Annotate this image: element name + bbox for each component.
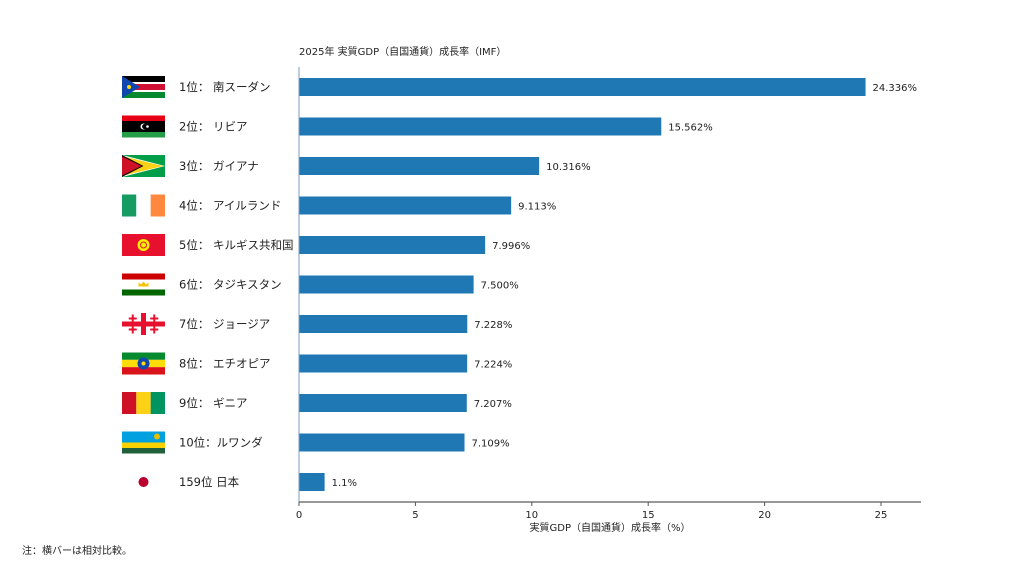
x-tick-label: 20 <box>758 510 771 521</box>
category-label: 10位：ルワンダ <box>179 436 263 450</box>
georgia-flag <box>122 313 165 335</box>
value-label: 1.1% <box>332 478 357 489</box>
category-label: 5位： キルギス共和国 <box>179 238 293 252</box>
bar <box>299 433 465 452</box>
bar <box>299 117 662 136</box>
bar <box>299 157 540 175</box>
value-label: 10.316% <box>546 162 591 173</box>
bar <box>299 394 467 412</box>
south-sudan-flag <box>122 76 165 98</box>
category-label: 2位： リビア <box>179 120 247 134</box>
value-label: 15.562% <box>668 123 713 134</box>
japan-flag <box>138 477 149 487</box>
bar <box>299 78 866 96</box>
category-label: 7位： ジョージア <box>179 317 270 331</box>
bar <box>299 315 468 333</box>
category-label: 1位： 南スーダン <box>179 80 270 94</box>
category-label: 4位： アイルランド <box>179 199 281 213</box>
ireland-flag <box>122 194 165 217</box>
bar <box>299 236 486 254</box>
value-label: 7.996% <box>492 241 530 252</box>
kyrgyzstan-flag <box>122 234 165 256</box>
x-tick-label: 5 <box>412 510 418 521</box>
value-label: 7.224% <box>474 360 512 371</box>
category-label: 9位： ギニア <box>179 396 247 410</box>
x-axis-label: 実質GDP（自国通貨）成長率（%） <box>530 521 691 534</box>
footnote: 注：横バーは相対比較。 <box>22 546 132 557</box>
value-label: 9.113% <box>518 202 556 213</box>
guyana-flag <box>122 155 165 177</box>
x-tick-label: 10 <box>525 510 538 521</box>
ethiopia-flag <box>122 352 165 375</box>
value-label: 7.228% <box>474 320 512 331</box>
bar <box>299 196 512 215</box>
category-label: 3位： ガイアナ <box>179 159 259 173</box>
chart-title: 2025年 実質GDP（自国通貨）成長率（IMF） <box>299 45 506 58</box>
value-label: 7.207% <box>474 399 512 410</box>
category-label: 8位： エチオピア <box>179 357 270 371</box>
guinea-flag <box>122 392 165 414</box>
libya-flag <box>122 115 165 138</box>
value-label: 7.109% <box>471 439 509 450</box>
tajikistan-flag <box>122 273 165 296</box>
bar <box>299 275 474 294</box>
rwanda-flag <box>122 431 165 454</box>
x-tick-label: 0 <box>296 510 302 521</box>
category-label: 159位 日本 <box>179 475 240 489</box>
x-tick-label: 25 <box>875 510 888 521</box>
bar <box>299 473 325 491</box>
value-label: 24.336% <box>873 83 918 94</box>
bar <box>299 354 468 373</box>
value-label: 7.500% <box>481 281 519 292</box>
x-tick-label: 15 <box>642 510 655 521</box>
category-label: 6位： タジキスタン <box>179 278 282 292</box>
